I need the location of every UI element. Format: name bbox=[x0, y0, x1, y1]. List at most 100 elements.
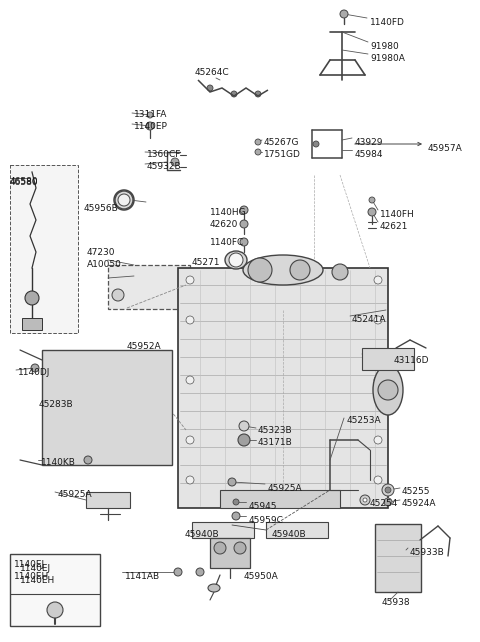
Text: 46580: 46580 bbox=[10, 178, 38, 187]
Text: 45952A: 45952A bbox=[127, 342, 162, 351]
Circle shape bbox=[248, 258, 272, 282]
Text: 45254: 45254 bbox=[370, 499, 398, 508]
Text: 45323B: 45323B bbox=[258, 426, 293, 435]
Circle shape bbox=[232, 512, 240, 520]
Circle shape bbox=[229, 253, 243, 267]
Circle shape bbox=[186, 376, 194, 384]
Ellipse shape bbox=[225, 251, 247, 269]
Circle shape bbox=[234, 542, 246, 554]
Bar bbox=[220, 490, 340, 508]
Bar bbox=[42, 350, 172, 465]
Circle shape bbox=[240, 220, 248, 228]
Circle shape bbox=[313, 141, 319, 147]
Text: 45283B: 45283B bbox=[39, 400, 73, 409]
Text: 45959C: 45959C bbox=[249, 516, 284, 525]
Bar bbox=[108, 265, 190, 309]
Circle shape bbox=[238, 434, 250, 446]
Circle shape bbox=[374, 476, 382, 484]
Text: 91980: 91980 bbox=[370, 42, 399, 51]
Text: 45938: 45938 bbox=[382, 598, 410, 607]
Circle shape bbox=[360, 495, 370, 505]
Circle shape bbox=[31, 364, 39, 372]
Circle shape bbox=[382, 484, 394, 496]
Circle shape bbox=[47, 602, 63, 618]
Circle shape bbox=[240, 238, 248, 246]
Circle shape bbox=[231, 91, 237, 97]
Text: 45945: 45945 bbox=[249, 502, 277, 511]
Bar bbox=[22, 318, 42, 330]
Circle shape bbox=[118, 194, 130, 206]
Bar bbox=[210, 538, 250, 568]
Circle shape bbox=[290, 260, 310, 280]
Text: 1140EJ: 1140EJ bbox=[14, 560, 45, 569]
Text: 45924A: 45924A bbox=[402, 499, 436, 508]
Text: 45264C: 45264C bbox=[195, 68, 229, 77]
Text: 45932B: 45932B bbox=[147, 162, 181, 171]
Text: 43929: 43929 bbox=[355, 138, 384, 147]
Bar bbox=[266, 522, 328, 538]
Text: 45925A: 45925A bbox=[268, 484, 302, 493]
Text: 46580: 46580 bbox=[10, 177, 38, 186]
Text: 45957A: 45957A bbox=[428, 144, 463, 153]
Ellipse shape bbox=[243, 255, 323, 285]
Text: 42620: 42620 bbox=[210, 220, 239, 229]
Text: 45984: 45984 bbox=[355, 150, 384, 159]
Circle shape bbox=[369, 197, 375, 203]
Text: 1140EP: 1140EP bbox=[134, 122, 168, 131]
Circle shape bbox=[255, 91, 261, 97]
Text: 91980A: 91980A bbox=[370, 54, 405, 63]
Circle shape bbox=[186, 316, 194, 324]
Text: 1140EH: 1140EH bbox=[14, 572, 49, 581]
Text: 1140FH: 1140FH bbox=[380, 210, 415, 219]
Circle shape bbox=[146, 122, 154, 130]
Circle shape bbox=[147, 112, 153, 118]
Circle shape bbox=[186, 476, 194, 484]
Text: 45271: 45271 bbox=[192, 258, 220, 267]
Circle shape bbox=[255, 149, 261, 155]
Text: 1311FA: 1311FA bbox=[134, 110, 168, 119]
Circle shape bbox=[171, 158, 179, 166]
Circle shape bbox=[332, 264, 348, 280]
Circle shape bbox=[368, 208, 376, 216]
Bar bbox=[375, 524, 421, 592]
Text: 1141AB: 1141AB bbox=[125, 572, 160, 581]
Text: 45267G: 45267G bbox=[264, 138, 300, 147]
Bar bbox=[10, 554, 100, 626]
Text: 45940B: 45940B bbox=[272, 530, 307, 539]
Text: 45253A: 45253A bbox=[347, 416, 382, 425]
Circle shape bbox=[239, 421, 249, 431]
Text: 45255: 45255 bbox=[402, 487, 431, 496]
Circle shape bbox=[233, 499, 239, 505]
Text: 1140FC: 1140FC bbox=[210, 238, 244, 247]
Ellipse shape bbox=[373, 365, 403, 415]
Circle shape bbox=[174, 568, 182, 576]
Bar bbox=[192, 522, 254, 538]
Text: 1140EJ: 1140EJ bbox=[20, 564, 51, 573]
Text: 1140DJ: 1140DJ bbox=[18, 368, 50, 377]
Text: 42621: 42621 bbox=[380, 222, 408, 231]
Circle shape bbox=[363, 498, 367, 502]
Ellipse shape bbox=[208, 584, 220, 592]
Circle shape bbox=[186, 276, 194, 284]
Text: 45933B: 45933B bbox=[410, 548, 445, 557]
Text: 43171B: 43171B bbox=[258, 438, 293, 447]
Circle shape bbox=[374, 436, 382, 444]
Text: 43116D: 43116D bbox=[394, 356, 430, 365]
Text: 1140HG: 1140HG bbox=[210, 208, 247, 217]
Bar bbox=[10, 165, 78, 333]
Circle shape bbox=[240, 206, 248, 214]
Ellipse shape bbox=[115, 191, 133, 209]
Circle shape bbox=[25, 291, 39, 305]
Text: 47230: 47230 bbox=[87, 248, 116, 257]
Text: 45241A: 45241A bbox=[352, 315, 386, 324]
Text: 1140EH: 1140EH bbox=[20, 576, 55, 585]
Bar bbox=[362, 348, 414, 370]
Circle shape bbox=[255, 139, 261, 145]
Text: 45956B: 45956B bbox=[84, 204, 119, 213]
Text: 1751GD: 1751GD bbox=[264, 150, 301, 159]
Bar bbox=[178, 268, 388, 508]
Bar bbox=[86, 492, 130, 508]
Circle shape bbox=[384, 498, 392, 506]
Text: 1360CF: 1360CF bbox=[147, 150, 181, 159]
Text: 1140FD: 1140FD bbox=[370, 18, 405, 27]
